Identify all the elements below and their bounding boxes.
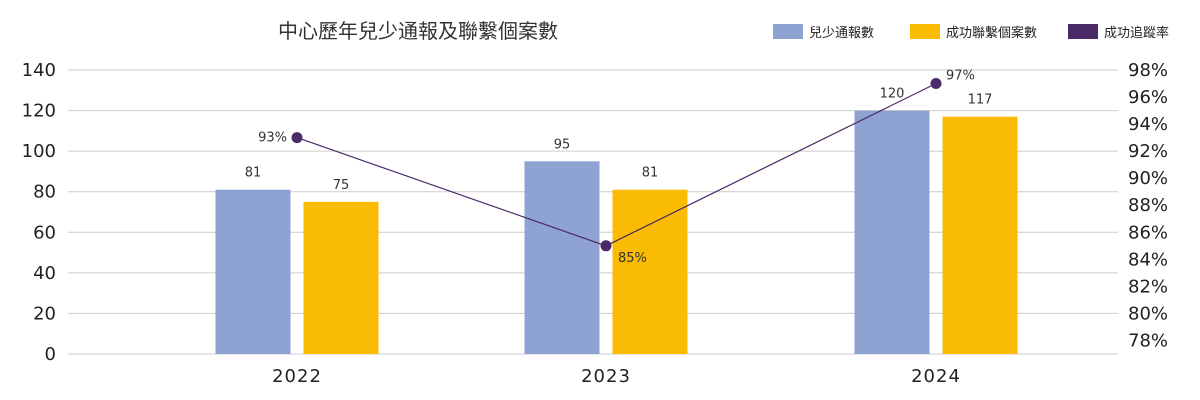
legend-label: 兒少通報數 bbox=[809, 26, 874, 41]
legend-swatch bbox=[1068, 24, 1098, 39]
right-tick-label: 92% bbox=[1128, 141, 1168, 162]
rate-point-2023 bbox=[600, 240, 612, 252]
bar-reports-2023 bbox=[524, 161, 600, 354]
bar-reports-2022 bbox=[215, 189, 291, 354]
right-y-axis: 78% 80% 82% 84% 86% 88% 90% 92% 94% 96% 98% bbox=[1128, 60, 1168, 351]
right-tick-label: 82% bbox=[1128, 276, 1168, 297]
rate-data-label: 97% bbox=[946, 69, 975, 84]
right-tick-label: 96% bbox=[1128, 87, 1168, 108]
bar-contacts-2023 bbox=[612, 189, 688, 354]
chart-title: 中心歷年兒少通報及聯繫個案數 bbox=[278, 19, 558, 43]
left-tick-label: 120 bbox=[22, 101, 56, 122]
rate-point-2022 bbox=[291, 132, 303, 144]
x-tick-label: 2024 bbox=[911, 366, 961, 387]
bar-data-label: 81 bbox=[245, 166, 262, 181]
rate-data-label: 85% bbox=[618, 251, 647, 266]
bar-data-label: 95 bbox=[554, 137, 571, 152]
bar-reports-2024 bbox=[854, 110, 930, 354]
left-tick-label: 0 bbox=[45, 344, 56, 365]
left-tick-label: 100 bbox=[22, 141, 56, 162]
bar-series: 81 75 95 81 120 117 bbox=[215, 87, 1018, 355]
chart-legend: 兒少通報數 成功聯繫個案數 成功追蹤率 bbox=[773, 24, 1169, 41]
bar-data-label: 120 bbox=[880, 87, 905, 102]
right-tick-label: 84% bbox=[1128, 249, 1168, 270]
right-tick-label: 90% bbox=[1128, 168, 1168, 189]
right-tick-label: 86% bbox=[1128, 222, 1168, 243]
bar-contacts-2022 bbox=[303, 201, 379, 354]
left-tick-label: 60 bbox=[33, 222, 56, 243]
x-axis: 2022 2023 2024 bbox=[272, 366, 961, 387]
left-y-axis: 0 20 40 60 80 100 120 140 bbox=[22, 60, 56, 365]
left-tick-label: 140 bbox=[22, 60, 56, 81]
line-series: 93% 85% 97% bbox=[258, 69, 975, 266]
rate-data-label: 93% bbox=[258, 131, 287, 146]
rate-point-2024 bbox=[930, 78, 942, 90]
right-tick-label: 80% bbox=[1128, 303, 1168, 324]
bar-data-label: 75 bbox=[333, 178, 350, 193]
left-tick-label: 40 bbox=[33, 263, 56, 284]
legend-label: 成功追蹤率 bbox=[1104, 25, 1169, 41]
left-tick-label: 80 bbox=[33, 182, 56, 203]
right-tick-label: 94% bbox=[1128, 114, 1168, 135]
right-tick-label: 98% bbox=[1128, 60, 1168, 81]
bar-data-label: 81 bbox=[642, 166, 659, 181]
left-tick-label: 20 bbox=[33, 303, 56, 324]
x-tick-label: 2022 bbox=[272, 366, 322, 387]
legend-swatch bbox=[773, 24, 803, 39]
bar-data-label: 117 bbox=[968, 93, 993, 108]
legend-swatch bbox=[910, 24, 940, 39]
x-tick-label: 2023 bbox=[581, 366, 631, 387]
legend-label: 成功聯繫個案數 bbox=[946, 26, 1037, 41]
right-tick-label: 78% bbox=[1128, 330, 1168, 351]
bar-contacts-2024 bbox=[942, 116, 1018, 355]
right-tick-label: 88% bbox=[1128, 195, 1168, 216]
